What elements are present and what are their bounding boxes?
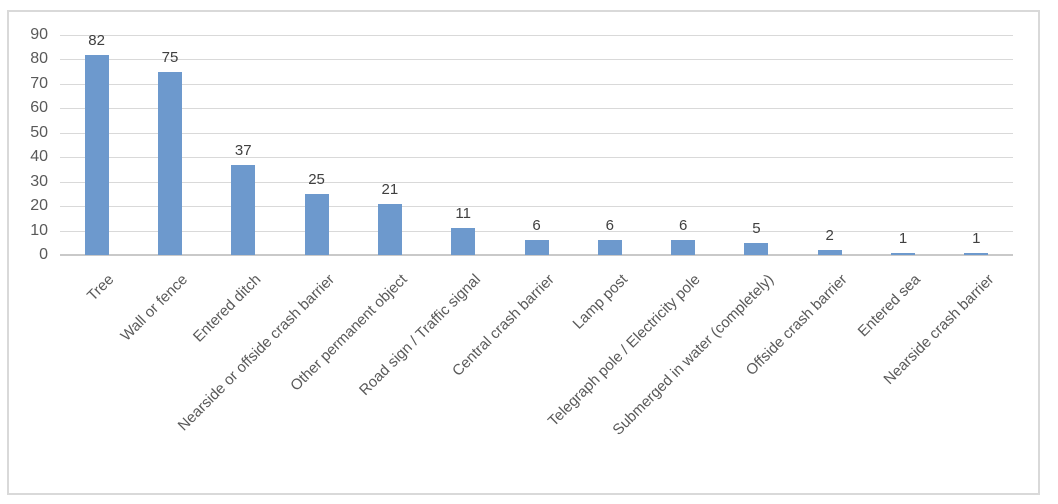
x-tick-label: Entered sea [854, 271, 925, 341]
y-tick-label: 40 [30, 148, 48, 166]
gridline [60, 35, 1013, 36]
y-tick-label: 60 [30, 99, 48, 117]
bar [964, 252, 989, 255]
bar-value-label: 37 [234, 141, 252, 159]
plot-area: 82 75 37 25 21 11 6 6 6 5 2 1 1 [60, 31, 1013, 256]
x-axis-labels: Tree Wall or fence Entered ditch Nearside o… [60, 257, 1013, 497]
bar [597, 240, 622, 255]
bar-value-label: 1 [898, 229, 908, 247]
gridline [60, 157, 1013, 159]
x-tick-label: Lamp post [569, 271, 631, 333]
x-tick-label: Wall or fence [117, 271, 191, 345]
bar [817, 250, 842, 255]
y-tick-label: 10 [30, 221, 48, 239]
gridline [60, 206, 1013, 208]
y-tick-label: 50 [30, 123, 48, 141]
y-tick-label: 90 [30, 26, 48, 43]
bar-value-label: 5 [752, 219, 761, 237]
gridline [60, 108, 1013, 110]
gridline [60, 83, 1013, 85]
bar-value-label: 6 [605, 217, 614, 235]
bar-value-label: 82 [88, 31, 105, 49]
bar-value-label: 1 [972, 229, 981, 247]
x-tick-label: Nearside or offside crash barrier [174, 271, 338, 435]
y-tick-label: 20 [30, 197, 48, 215]
bar-value-label: 75 [161, 48, 179, 66]
gridline [60, 132, 1013, 134]
x-axis-line [60, 254, 1013, 256]
x-tick-label: Entered ditch [189, 271, 265, 346]
bar [451, 228, 476, 255]
bar [157, 71, 182, 255]
bar-value-label: 21 [381, 180, 399, 198]
bar [891, 252, 916, 255]
bar [671, 240, 696, 255]
bar [524, 240, 549, 255]
y-tick-label: 0 [39, 246, 48, 263]
x-tick-label: Road sign / Traffic signal [356, 271, 485, 399]
gridline [60, 59, 1013, 61]
y-tick-label: 80 [30, 50, 48, 68]
bar-value-label: 6 [678, 217, 688, 235]
bar-value-label: 11 [455, 205, 471, 223]
bar [84, 54, 109, 255]
gridline [60, 230, 1013, 232]
gridline [60, 181, 1013, 183]
bar [304, 193, 329, 255]
bar-value-label: 6 [532, 217, 541, 235]
bar-value-label: 25 [308, 170, 325, 188]
y-axis-labels: 0 10 20 30 40 50 60 70 80 90 [0, 27, 48, 263]
y-tick-label: 30 [30, 172, 48, 190]
bar [231, 164, 256, 255]
y-tick-label: 70 [30, 74, 48, 92]
bar [377, 203, 402, 255]
x-tick-label: Telegraph pole / Electricity pole [545, 271, 705, 430]
x-tick-label: Tree [84, 271, 118, 305]
bar [744, 242, 769, 255]
bar-value-label: 2 [825, 227, 834, 245]
